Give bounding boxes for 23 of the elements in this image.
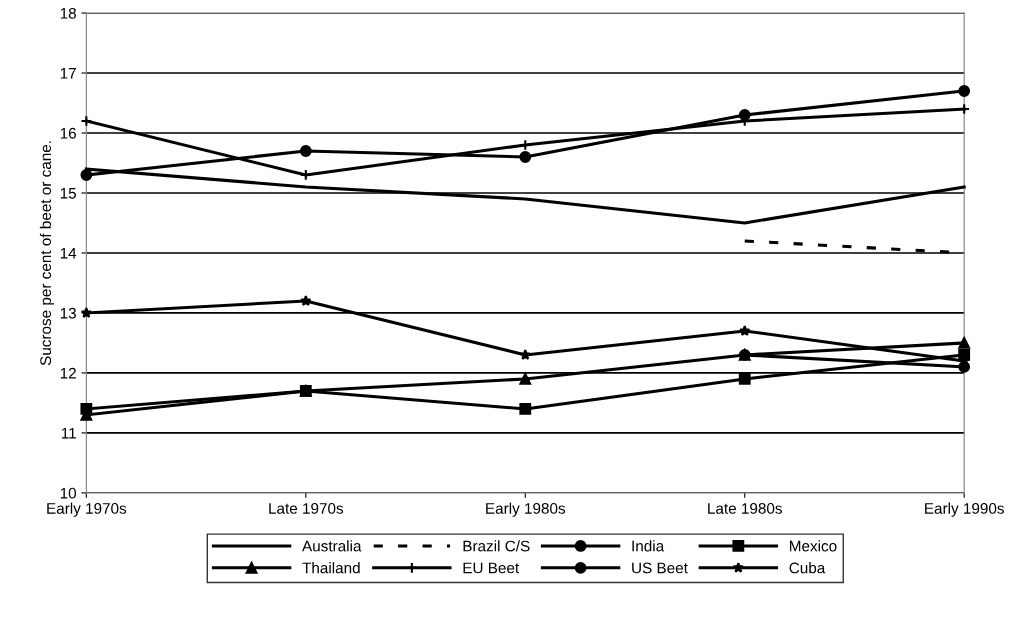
y-tick-label: 14 xyxy=(60,247,77,259)
x-tick-label: Late 1980s xyxy=(708,503,782,514)
legend-label: Mexico xyxy=(790,540,837,552)
y-axis-title: Sucrose per cent of beet or cane. xyxy=(39,141,55,366)
y-tick-label: 13 xyxy=(60,307,76,319)
x-tick-label: Early 1970s xyxy=(47,502,127,517)
legend-label: Thailand xyxy=(302,562,360,574)
legend-label: Brazil C/S xyxy=(463,540,530,552)
y-tick-label: 18 xyxy=(60,7,76,19)
y-tick-label: 15 xyxy=(60,188,76,199)
x-tick-label: Early 1990s xyxy=(925,502,1004,517)
y-tick-label: 16 xyxy=(60,127,76,139)
x-tick-label: Early 1980s xyxy=(486,502,566,517)
y-tick-label: 12 xyxy=(60,367,76,379)
legend-label: Australia xyxy=(302,540,362,552)
legend-label: EU Beet xyxy=(463,562,520,574)
x-tick-label: Late 1970s xyxy=(269,503,344,514)
y-tick-label: 11 xyxy=(61,427,76,439)
y-tick-label: 17 xyxy=(60,68,76,79)
legend-label: US Beet xyxy=(632,562,688,574)
legend-label: Cuba xyxy=(789,562,826,574)
legend-label: India xyxy=(632,540,665,552)
y-tick-label: 10 xyxy=(60,487,77,499)
